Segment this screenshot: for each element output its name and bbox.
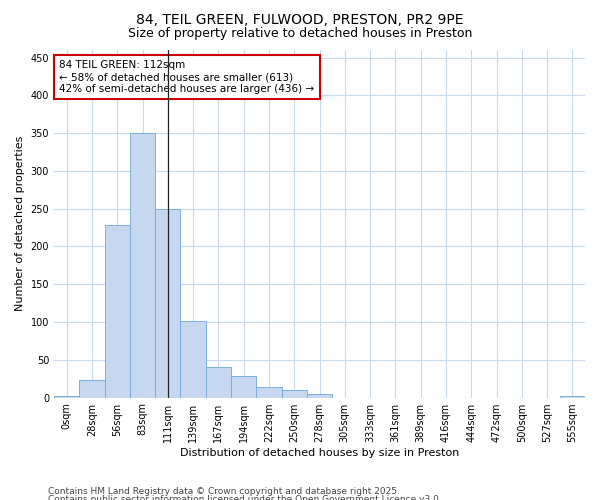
Text: 84 TEIL GREEN: 112sqm
← 58% of detached houses are smaller (613)
42% of semi-det: 84 TEIL GREEN: 112sqm ← 58% of detached … <box>59 60 314 94</box>
Bar <box>79 380 104 398</box>
Bar <box>130 133 155 398</box>
Bar <box>54 396 79 398</box>
Bar <box>560 396 585 398</box>
Text: Contains public sector information licensed under the Open Government Licence v3: Contains public sector information licen… <box>48 495 442 500</box>
Bar <box>281 390 307 398</box>
X-axis label: Distribution of detached houses by size in Preston: Distribution of detached houses by size … <box>180 448 459 458</box>
Bar <box>104 224 130 398</box>
Bar <box>181 322 206 398</box>
Bar <box>206 368 231 398</box>
Y-axis label: Number of detached properties: Number of detached properties <box>15 136 25 312</box>
Text: 84, TEIL GREEN, FULWOOD, PRESTON, PR2 9PE: 84, TEIL GREEN, FULWOOD, PRESTON, PR2 9P… <box>136 12 464 26</box>
Text: Contains HM Land Registry data © Crown copyright and database right 2025.: Contains HM Land Registry data © Crown c… <box>48 488 400 496</box>
Bar <box>307 394 332 398</box>
Bar <box>256 387 281 398</box>
Text: Size of property relative to detached houses in Preston: Size of property relative to detached ho… <box>128 28 472 40</box>
Bar <box>231 376 256 398</box>
Bar <box>155 208 181 398</box>
